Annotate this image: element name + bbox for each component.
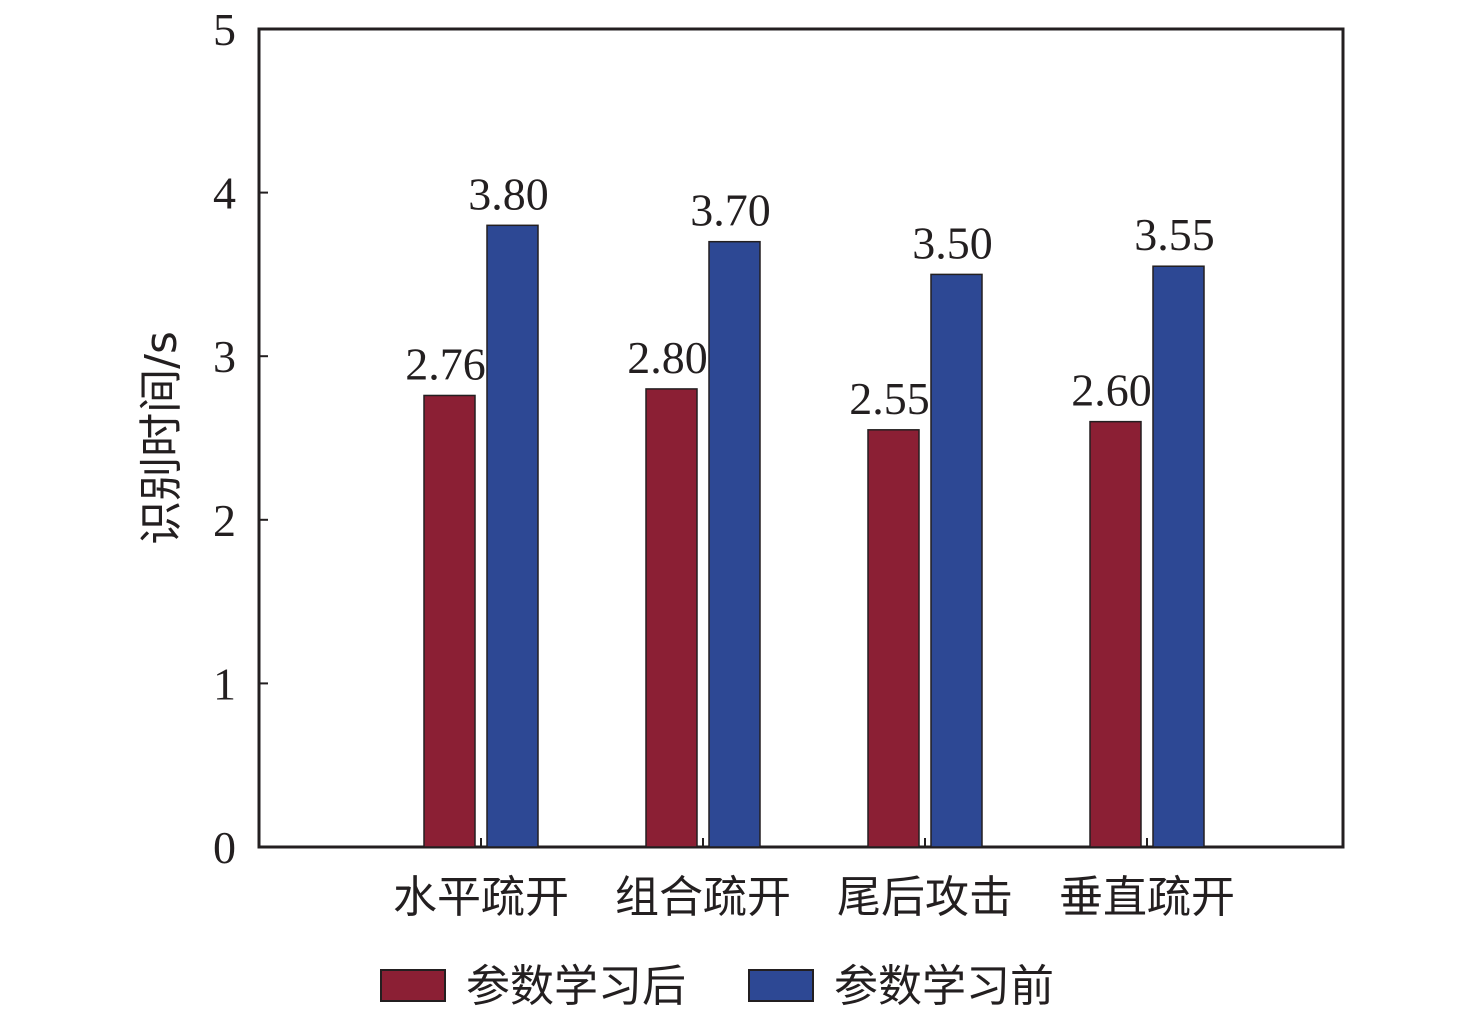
legend: 参数学习后 参数学习前 xyxy=(380,961,1054,1012)
data-label: 3.70 xyxy=(690,185,771,236)
data-label: 3.55 xyxy=(1134,209,1215,260)
y-tick-label: 0 xyxy=(213,822,236,873)
bar xyxy=(1152,265,1205,848)
bars-group xyxy=(423,224,1205,848)
y-tick-label: 1 xyxy=(213,658,236,709)
bar xyxy=(1089,420,1142,848)
bar xyxy=(423,394,476,848)
x-category-label: 组合疏开 xyxy=(615,872,791,923)
y-tick-label: 2 xyxy=(213,495,236,546)
plot-frame xyxy=(257,27,1345,849)
bar xyxy=(486,224,539,848)
bar xyxy=(645,388,698,848)
y-tick-label: 3 xyxy=(213,331,236,382)
bar xyxy=(708,240,761,848)
legend-swatch xyxy=(380,969,446,1002)
data-label: 3.50 xyxy=(912,217,993,268)
y-tick-label: 5 xyxy=(213,4,236,55)
data-label: 2.60 xyxy=(1071,365,1152,416)
y-tick-label: 4 xyxy=(213,168,236,219)
legend-label: 参数学习前 xyxy=(834,961,1054,1012)
x-category-label: 水平疏开 xyxy=(393,872,569,923)
x-category-label: 垂直疏开 xyxy=(1059,872,1235,923)
data-label: 2.55 xyxy=(849,373,930,424)
data-label: 3.80 xyxy=(468,168,549,219)
data-label: 2.76 xyxy=(405,338,486,389)
data-labels-group: 2.76 2.80 2.55 2.60 3.80 3.70 3.50 3.55 xyxy=(405,168,1215,424)
bar xyxy=(867,429,920,848)
x-axis: 水平疏开 组合疏开 尾后攻击 垂直疏开 xyxy=(393,838,1235,923)
legend-swatch xyxy=(748,969,814,1002)
y-axis-title: 识别时间/s xyxy=(136,331,187,545)
x-category-label: 尾后攻击 xyxy=(837,872,1013,923)
y-axis: 0 1 2 3 4 5 xyxy=(213,4,268,873)
data-label: 2.80 xyxy=(627,332,708,383)
legend-label: 参数学习后 xyxy=(466,961,686,1012)
bar xyxy=(930,273,983,848)
